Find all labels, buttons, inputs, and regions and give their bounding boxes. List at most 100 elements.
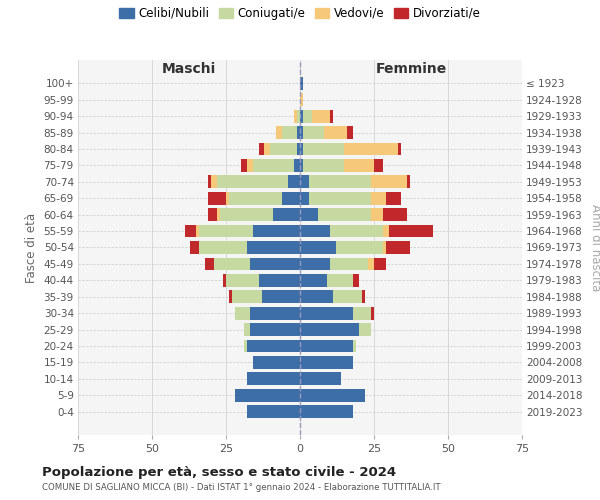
Y-axis label: Fasce di età: Fasce di età <box>25 212 38 282</box>
Bar <box>383 208 407 221</box>
Bar <box>277 126 282 139</box>
Bar <box>247 241 300 254</box>
Bar <box>247 405 300 418</box>
Text: Maschi: Maschi <box>162 62 216 76</box>
Bar <box>211 176 217 188</box>
Legend: Celibi/Nubili, Coniugati/e, Vedovi/e, Divorziati/e: Celibi/Nubili, Coniugati/e, Vedovi/e, Di… <box>116 4 484 24</box>
Bar <box>244 340 247 352</box>
Bar <box>318 208 371 221</box>
Bar <box>300 389 365 402</box>
Bar <box>300 241 335 254</box>
Bar <box>300 290 332 303</box>
Bar <box>368 258 374 270</box>
Text: COMUNE DI SAGLIANO MICCA (BI) - Dati ISTAT 1° gennaio 2024 - Elaborazione TUTTIT: COMUNE DI SAGLIANO MICCA (BI) - Dati IST… <box>42 484 440 492</box>
Text: Popolazione per età, sesso e stato civile - 2024: Popolazione per età, sesso e stato civil… <box>42 466 396 479</box>
Bar <box>300 126 303 139</box>
Bar <box>300 258 329 270</box>
Bar <box>300 94 303 106</box>
Bar <box>300 77 303 90</box>
Bar <box>300 274 326 286</box>
Bar <box>371 176 407 188</box>
Bar <box>288 176 300 188</box>
Bar <box>344 142 398 156</box>
Bar <box>247 159 253 172</box>
Bar <box>323 126 347 139</box>
Bar <box>353 306 371 320</box>
Bar <box>235 306 250 320</box>
Bar <box>371 208 383 221</box>
Bar <box>226 274 259 286</box>
Bar <box>208 208 217 221</box>
Bar <box>229 290 232 303</box>
Bar <box>300 224 329 237</box>
Bar <box>250 306 300 320</box>
Bar <box>232 290 262 303</box>
Bar <box>205 258 214 270</box>
Bar <box>389 224 433 237</box>
Bar <box>271 142 297 156</box>
Bar <box>374 159 383 172</box>
Bar <box>282 126 297 139</box>
Bar <box>353 340 356 352</box>
Bar <box>407 176 410 188</box>
Bar <box>223 274 226 286</box>
Bar <box>244 323 250 336</box>
Bar <box>312 110 329 122</box>
Bar <box>294 110 297 122</box>
Bar <box>274 208 300 221</box>
Bar <box>250 323 300 336</box>
Bar <box>247 372 300 385</box>
Bar <box>300 356 353 368</box>
Bar <box>371 306 374 320</box>
Bar <box>217 176 288 188</box>
Bar <box>329 224 383 237</box>
Bar <box>214 258 250 270</box>
Bar <box>300 159 303 172</box>
Y-axis label: Anni di nascita: Anni di nascita <box>589 204 600 291</box>
Bar <box>199 224 253 237</box>
Bar <box>383 241 386 254</box>
Bar <box>300 340 353 352</box>
Bar <box>226 192 229 204</box>
Bar <box>335 241 383 254</box>
Bar <box>262 290 300 303</box>
Bar <box>297 142 300 156</box>
Bar <box>190 241 199 254</box>
Bar <box>386 192 401 204</box>
Bar <box>196 224 199 237</box>
Bar <box>383 224 389 237</box>
Bar <box>303 142 344 156</box>
Bar <box>362 290 365 303</box>
Bar <box>259 142 265 156</box>
Bar <box>297 110 300 122</box>
Bar <box>303 126 323 139</box>
Bar <box>359 323 371 336</box>
Bar <box>332 290 362 303</box>
Bar <box>303 110 312 122</box>
Text: Femmine: Femmine <box>376 62 446 76</box>
Bar <box>208 176 211 188</box>
Bar <box>241 159 247 172</box>
Bar <box>300 323 359 336</box>
Bar <box>300 306 353 320</box>
Bar <box>347 126 353 139</box>
Bar <box>371 192 386 204</box>
Bar <box>344 159 374 172</box>
Bar <box>250 258 300 270</box>
Bar <box>217 208 220 221</box>
Bar <box>247 340 300 352</box>
Bar <box>300 176 309 188</box>
Bar <box>208 192 226 204</box>
Bar <box>253 159 294 172</box>
Bar <box>300 372 341 385</box>
Bar <box>326 274 353 286</box>
Bar <box>294 159 300 172</box>
Bar <box>309 176 371 188</box>
Bar <box>220 208 274 221</box>
Bar <box>386 241 410 254</box>
Bar <box>253 224 300 237</box>
Bar <box>329 110 332 122</box>
Bar <box>300 208 318 221</box>
Bar <box>282 192 300 204</box>
Bar <box>303 159 344 172</box>
